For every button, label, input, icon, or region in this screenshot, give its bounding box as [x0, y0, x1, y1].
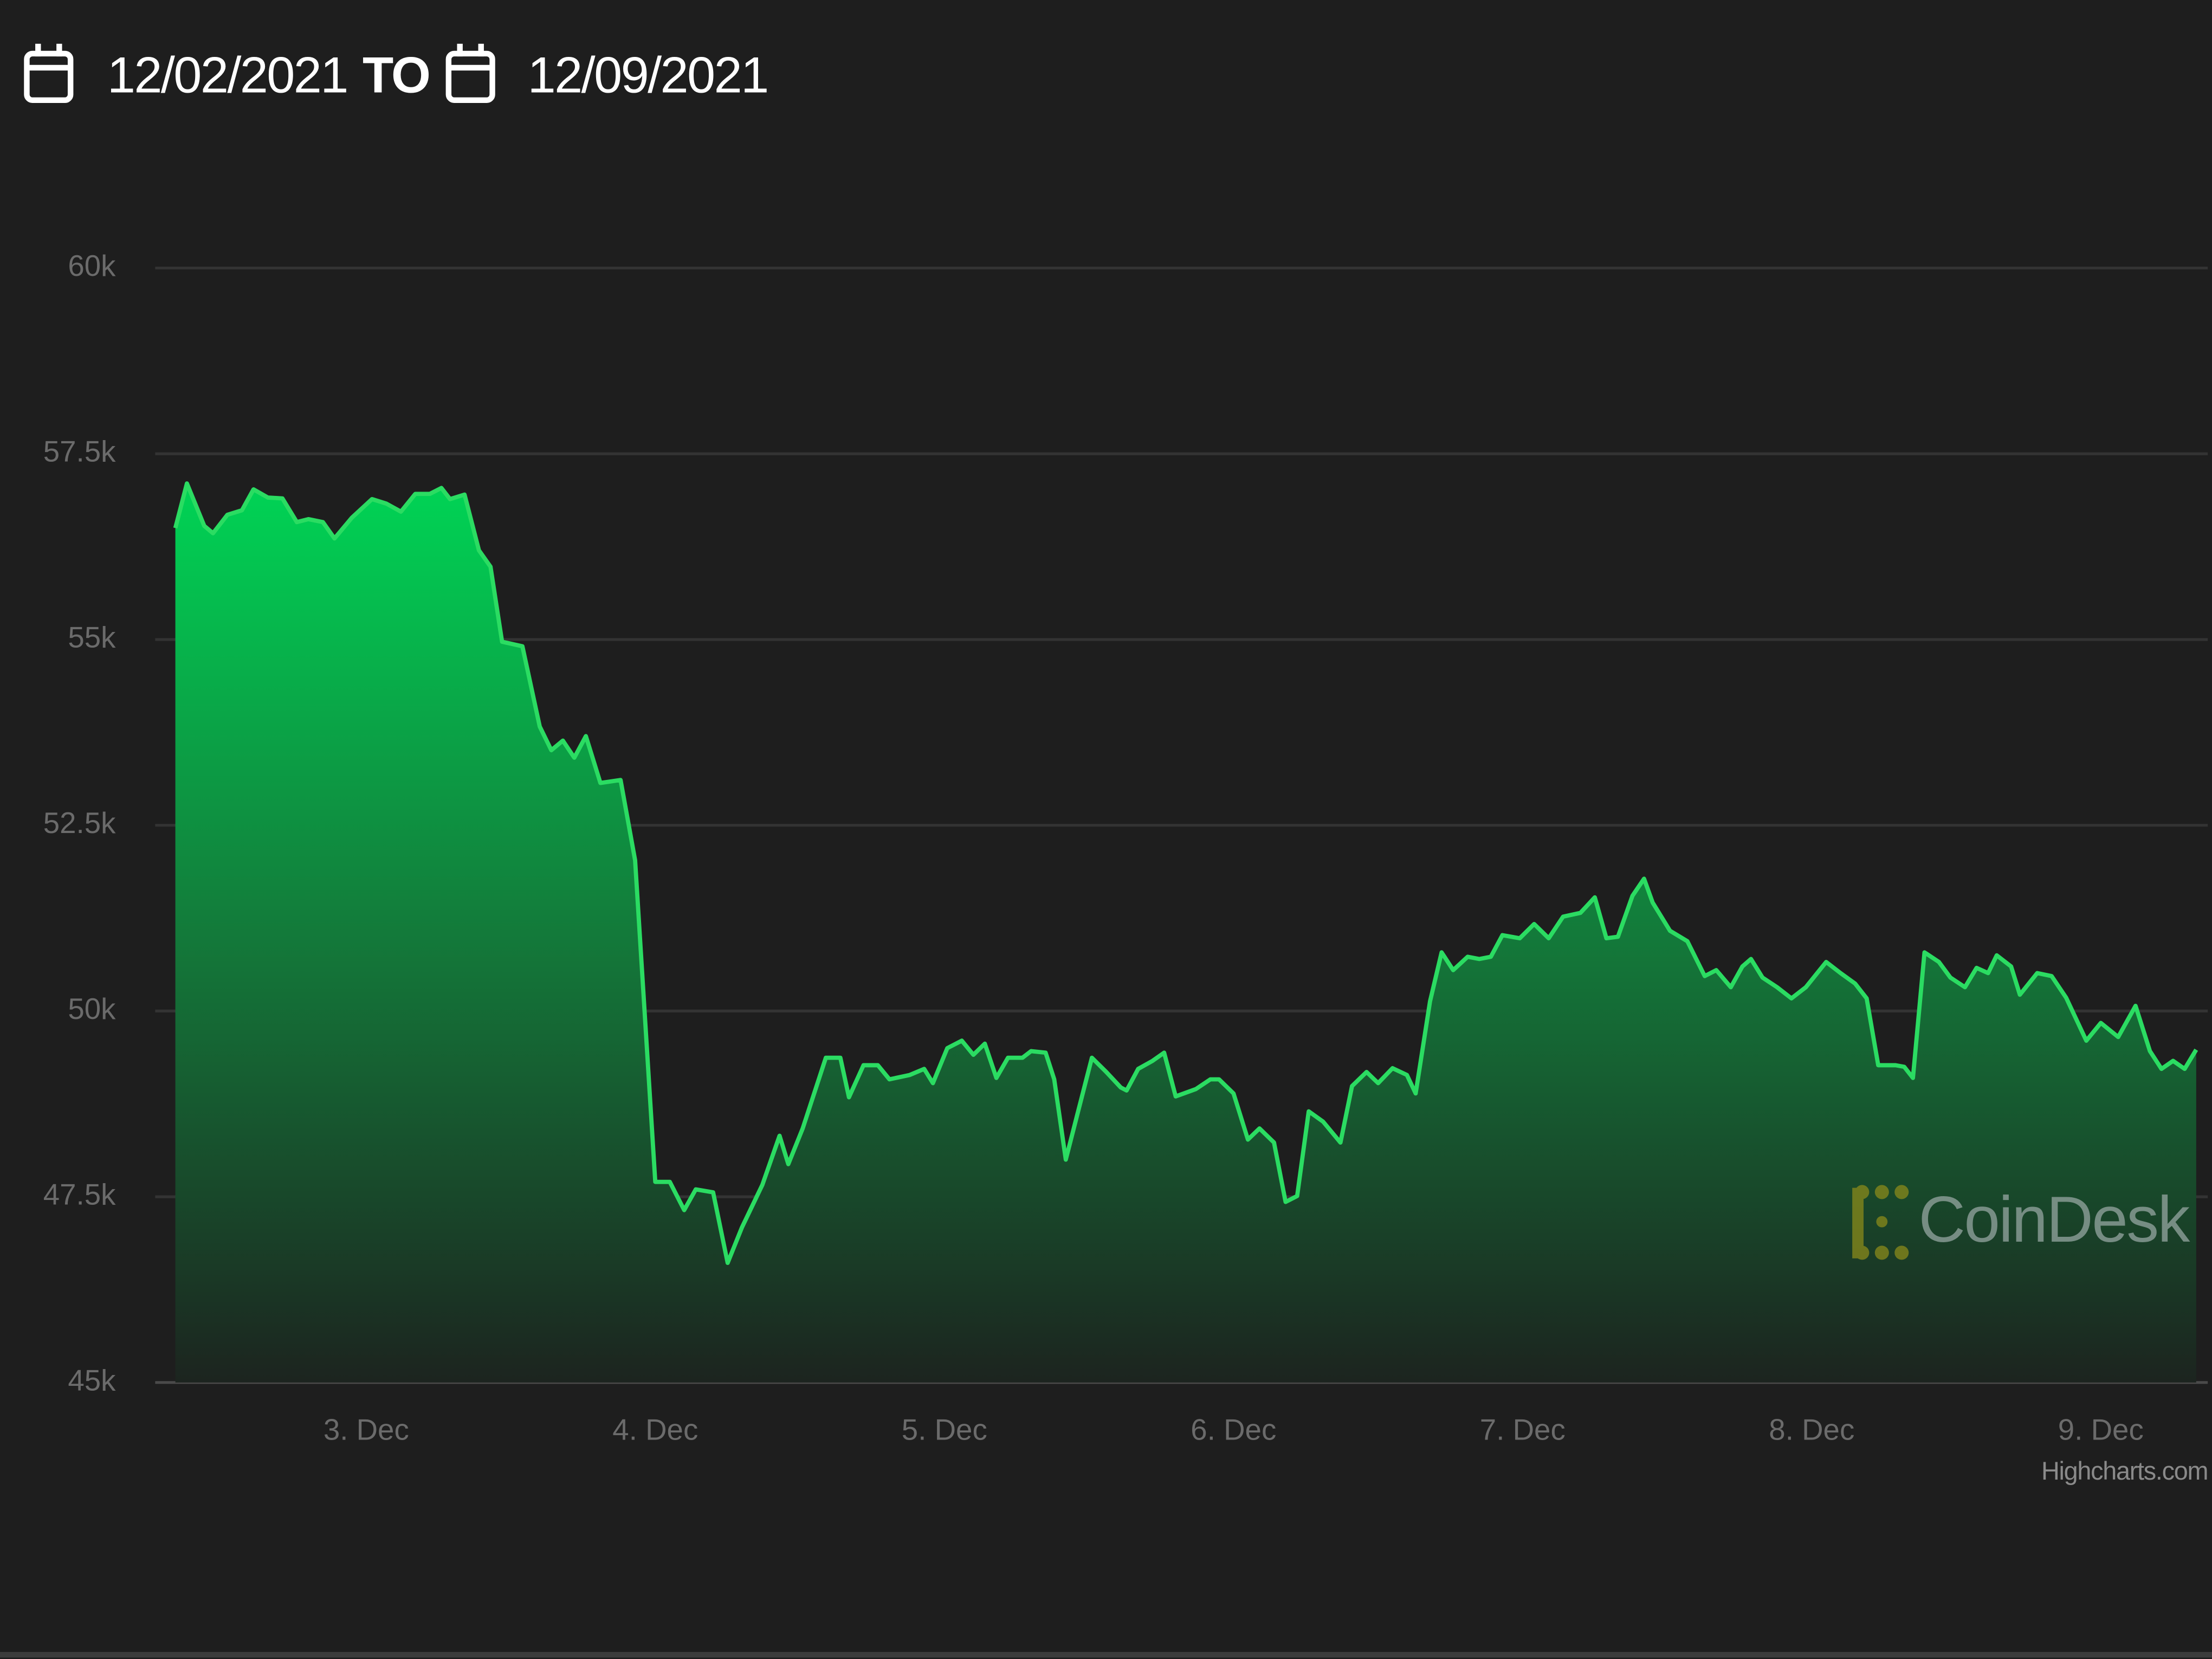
y-tick-label: 50k: [68, 992, 116, 1025]
y-tick-label: 45k: [68, 1364, 116, 1397]
x-tick-label: 8. Dec: [1769, 1413, 1854, 1446]
x-tick-label: 3. Dec: [324, 1413, 409, 1446]
y-tick-label: 52.5k: [43, 806, 116, 840]
x-tick-label: 7. Dec: [1480, 1413, 1566, 1446]
watermark: CoinDesk: [1919, 1184, 2191, 1256]
x-tick-label: 6. Dec: [1191, 1413, 1276, 1446]
x-tick-label: 9. Dec: [2058, 1413, 2144, 1446]
y-tick-label: 57.5k: [43, 435, 116, 468]
date-separator: TO: [363, 47, 429, 104]
y-tick-label: 60k: [68, 249, 116, 282]
end-date[interactable]: 12/09/2021: [528, 47, 769, 104]
x-tick-label: 4. Dec: [612, 1413, 698, 1446]
start-date[interactable]: 12/02/2021: [107, 47, 349, 104]
price-line: [173, 481, 2198, 1266]
calendar-icon: [24, 43, 74, 104]
watermark-logo: [1852, 1185, 1909, 1260]
y-tick-label: 55k: [68, 621, 116, 654]
area-fill: [175, 483, 2196, 1383]
credits[interactable]: Highcharts.com: [2041, 1457, 2209, 1485]
x-tick-label: 5. Dec: [902, 1413, 987, 1446]
y-tick-label: 47.5k: [43, 1178, 116, 1211]
calendar-icon: [445, 43, 495, 104]
